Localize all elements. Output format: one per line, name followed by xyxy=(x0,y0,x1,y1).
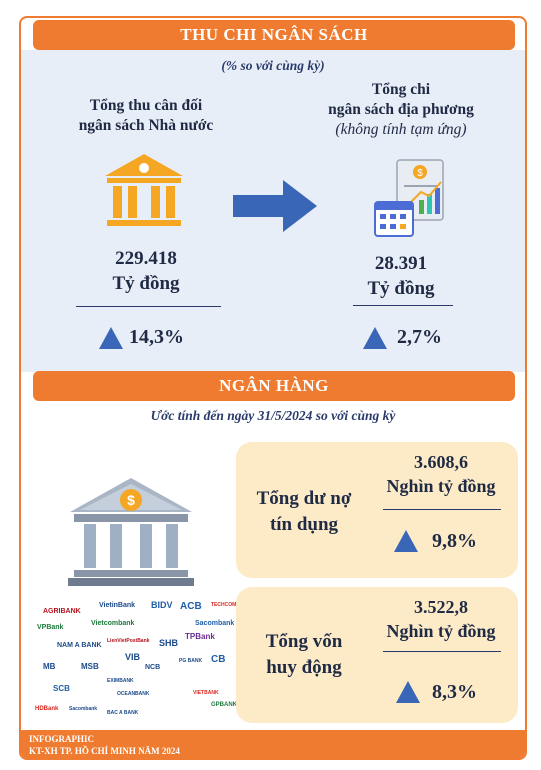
credit-change: 9,8% xyxy=(432,530,477,552)
bank-logo: VIB xyxy=(125,652,141,662)
expenditure-title: Tổng chi ngân sách địa phương (không tín… xyxy=(328,81,474,138)
expenditure-value-block: 28.391 Tỷ đồng xyxy=(367,253,435,299)
bank-logo: GPBANK xyxy=(211,702,238,708)
svg-text:$: $ xyxy=(127,492,135,508)
bank-logo: Sacombank xyxy=(69,706,98,712)
up-triangle-icon xyxy=(394,530,418,552)
bank-logos: AGRIBANK VietinBank BIDV ACB TECHCOMBANK… xyxy=(33,598,251,726)
banking-banner: NGÂN HÀNG xyxy=(33,371,515,401)
budget-document-icon: $ xyxy=(374,159,444,237)
bank-logo: VPBank xyxy=(37,624,64,631)
revenue-title: Tổng thu cân đối ngân sách Nhà nước xyxy=(78,97,214,134)
credit-card-panel: Tổng dư nợ tín dụng 3.608,6 Nghìn tỷ đồn… xyxy=(236,442,518,578)
deposit-value-block: 3.522,8 Nghìn tỷ đồng xyxy=(386,597,496,641)
bank-logo: SCB xyxy=(53,684,70,693)
revenue-divider xyxy=(76,306,221,307)
bank-building-icon xyxy=(105,154,183,226)
bank-logo: NCB xyxy=(145,664,161,671)
up-triangle-icon xyxy=(363,327,387,349)
deposit-card-panel: Tổng vốn huy động 3.522,8 Nghìn tỷ đồng … xyxy=(236,587,518,723)
bank-logo: VIETBANK xyxy=(193,690,219,696)
bank-logo: Vietcombank xyxy=(91,620,135,627)
svg-text:$: $ xyxy=(417,168,423,179)
deposit-change: 8,3% xyxy=(432,681,477,703)
bank-logo: MSB xyxy=(81,662,99,671)
infographic-frame: THU CHI NGÂN SÁCH (% so với cùng kỳ) Tổn… xyxy=(19,16,527,760)
credit-label: Tổng dư nợ tín dụng xyxy=(256,488,352,535)
bank-logo: OCEANBANK xyxy=(117,691,150,697)
expenditure-divider xyxy=(353,305,453,306)
deposit-label: Tổng vốn huy động xyxy=(265,631,343,678)
bank-logo: TECHCOMBANK xyxy=(211,602,251,608)
bank-logo: LienVietPostBank xyxy=(107,638,150,644)
bank-logo: AGRIBANK xyxy=(43,608,81,615)
budget-subtitle: (% so với cùng kỳ) xyxy=(221,58,325,73)
expenditure-change: 2,7% xyxy=(397,326,442,348)
up-triangle-icon xyxy=(396,681,420,703)
bank-logo: NAM A BANK xyxy=(57,642,102,649)
bank-logo: Sacombank xyxy=(195,620,235,627)
revenue-change: 14,3% xyxy=(129,326,184,348)
up-triangle-icon xyxy=(99,327,123,349)
bank-logo: CB xyxy=(211,654,226,665)
bank-logo: MB xyxy=(43,662,56,671)
bank-logo: HDBank xyxy=(35,706,59,712)
right-arrow-icon xyxy=(233,180,317,232)
bank-logo: SHB xyxy=(159,638,179,648)
footer: INFOGRAPHIC KT-XH TP. HỒ CHÍ MINH NĂM 20… xyxy=(21,730,525,758)
bank-logo: BAC A BANK xyxy=(107,710,139,716)
bank-logo: TPBank xyxy=(185,632,215,641)
deposit-divider xyxy=(383,651,501,652)
credit-value-block: 3.608,6 Nghìn tỷ đồng xyxy=(386,452,496,496)
bank-dollar-icon: $ xyxy=(68,478,194,586)
bank-logo: ACB xyxy=(180,601,202,612)
budget-banner: THU CHI NGÂN SÁCH xyxy=(33,20,515,50)
bank-logo: EXIMBANK xyxy=(107,678,134,684)
banking-subtitle: Ước tính đến ngày 31/5/2024 so với cùng … xyxy=(150,408,396,423)
credit-divider xyxy=(383,509,501,510)
bank-logo: VietinBank xyxy=(99,602,136,609)
revenue-value-block: 229.418 Tỷ đồng xyxy=(112,248,180,294)
bank-logo: PG BANK xyxy=(179,658,203,664)
bank-logo: BIDV xyxy=(151,600,173,610)
